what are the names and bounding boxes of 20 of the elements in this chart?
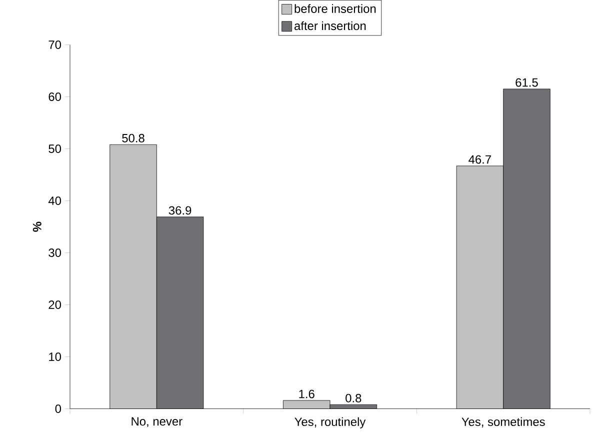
- x-tick-label: Yes, routinely: [294, 417, 366, 429]
- y-tick-label: 20: [48, 300, 62, 310]
- data-label: 1.6: [299, 390, 314, 398]
- y-tick-label: 60: [48, 92, 62, 102]
- x-tick-label: No, never: [132, 417, 182, 428]
- data-label: 0.8: [346, 394, 362, 403]
- data-label: 61.5: [516, 78, 538, 87]
- y-tick-label: 10: [49, 352, 62, 362]
- y-tick-label: 30: [48, 248, 62, 258]
- data-label: 36.9: [168, 206, 192, 215]
- y-tick-label: 0: [55, 404, 62, 414]
- y-tick-label: 50: [48, 144, 62, 154]
- legend-label: after insertion: [294, 21, 366, 30]
- y-axis-title: %: [32, 222, 42, 232]
- data-label: 50.8: [122, 134, 144, 143]
- data-label: 46.7: [468, 155, 491, 164]
- legend-label: before insertion: [294, 4, 376, 14]
- x-tick-label: Yes, sometimes: [462, 417, 545, 428]
- y-tick-label: 40: [48, 196, 62, 206]
- y-tick-label: 70: [48, 40, 62, 50]
